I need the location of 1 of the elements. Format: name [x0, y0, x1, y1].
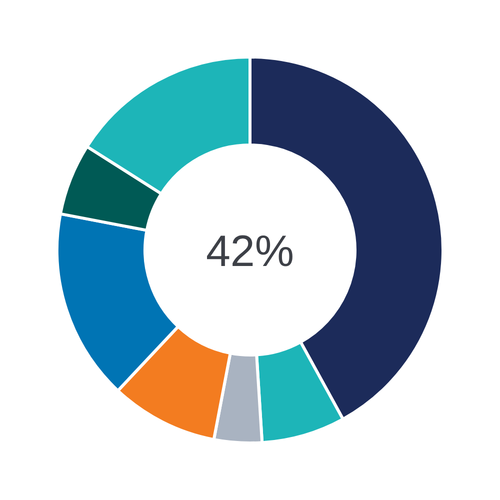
text: 42% [206, 227, 294, 276]
